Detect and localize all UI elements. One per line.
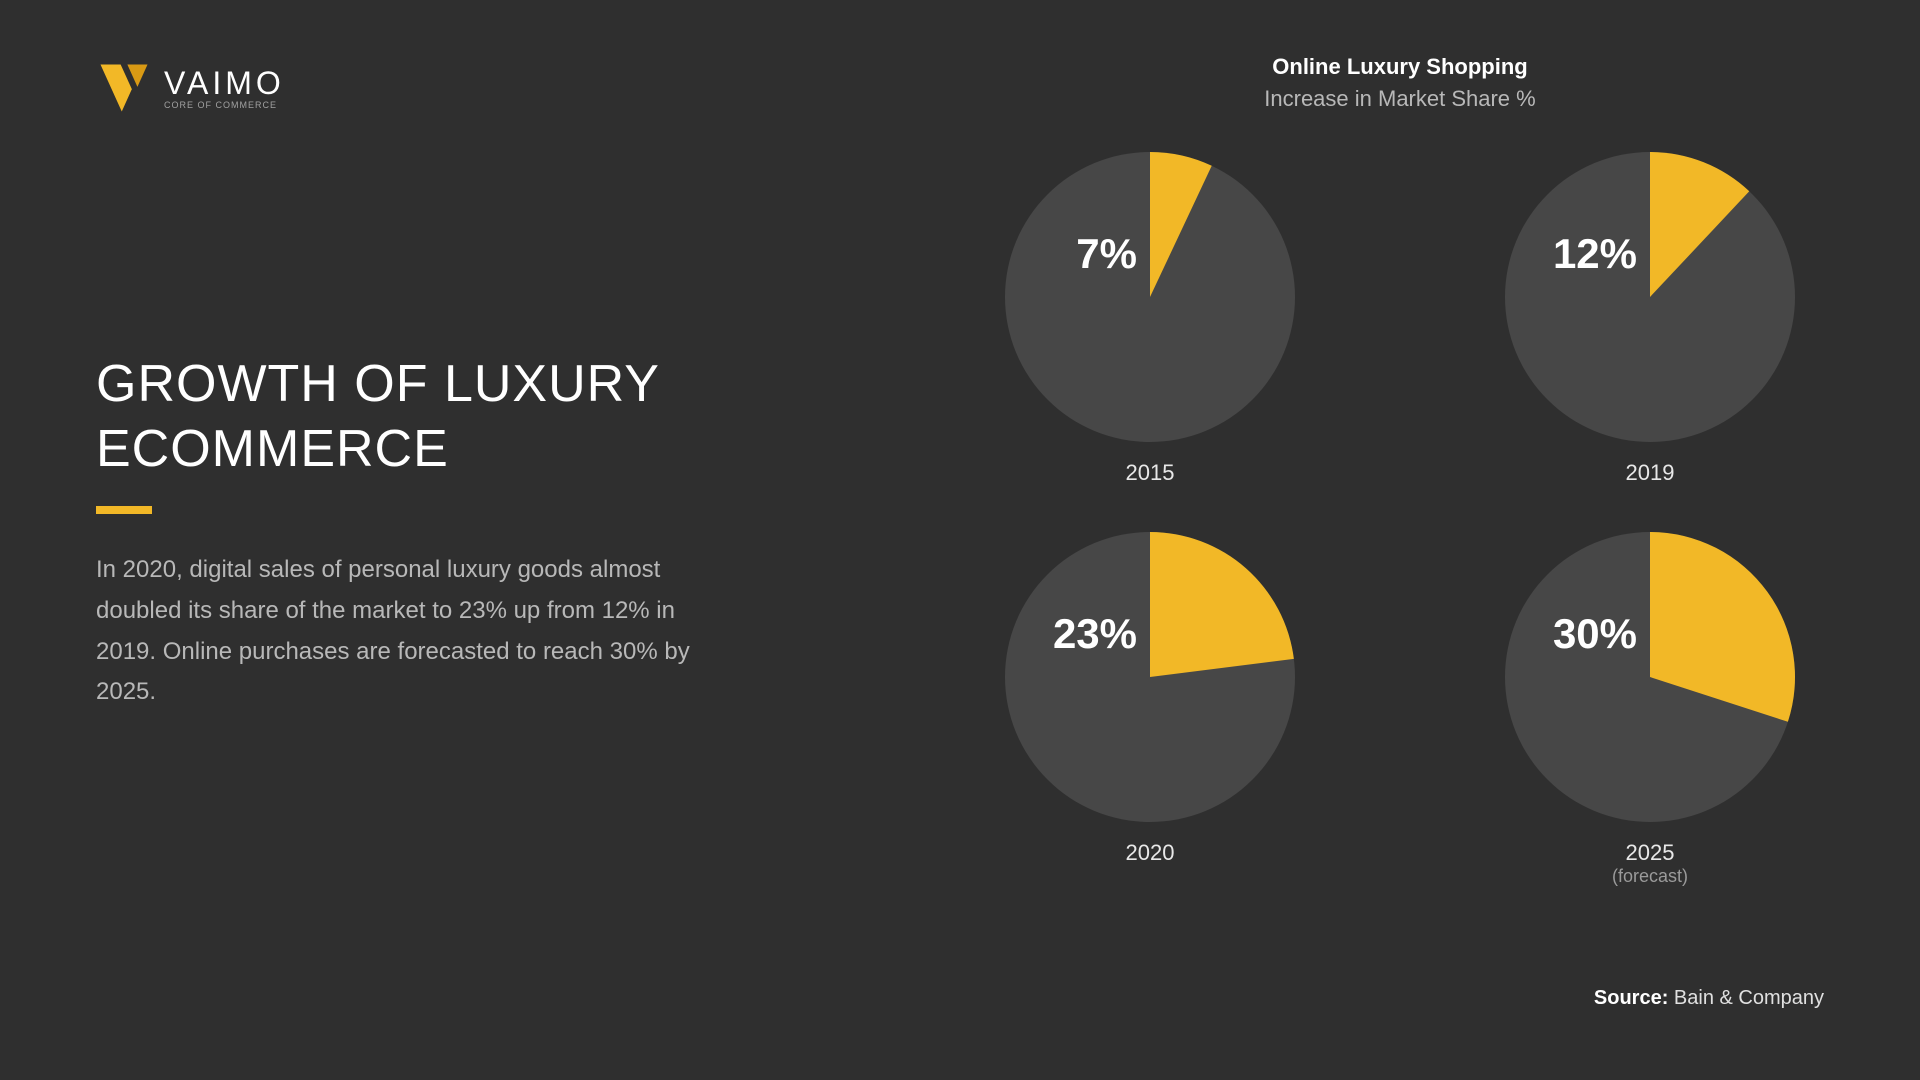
body-paragraph: In 2020, digital sales of personal luxur… bbox=[96, 550, 736, 713]
source-attribution: Source: Bain & Company bbox=[1594, 987, 1824, 1010]
pie-svg bbox=[1005, 532, 1295, 822]
pie-svg bbox=[1505, 152, 1795, 442]
main-text-block: GROWTH OF LUXURY ECOMMERCE In 2020, digi… bbox=[96, 352, 736, 713]
chart-title: Online Luxury Shopping bbox=[960, 54, 1840, 80]
logo-mark-icon bbox=[96, 60, 152, 116]
pie-chart: 7% bbox=[1005, 152, 1295, 442]
chart-subtitle: Increase in Market Share % bbox=[960, 86, 1840, 112]
pie-year-label: 2015 bbox=[1126, 460, 1175, 486]
pie-sublabel: (forecast) bbox=[1612, 866, 1688, 887]
pie-year-label: 2020 bbox=[1126, 840, 1175, 866]
source-name: Bain & Company bbox=[1674, 987, 1824, 1009]
pie-grid: 7% 2015 12% 2019 23% 2020 30% 2025(forecast) bbox=[960, 152, 1840, 887]
brand-logo: VAIMO CORE OF COMMERCE bbox=[96, 60, 285, 116]
logo-text: VAIMO CORE OF COMMERCE bbox=[164, 67, 285, 110]
pie-cell: 30% 2025(forecast) bbox=[1505, 532, 1795, 887]
pie-percent-label: 30% bbox=[1553, 610, 1637, 658]
pie-chart: 23% bbox=[1005, 532, 1295, 822]
source-prefix: Source: bbox=[1594, 987, 1668, 1009]
accent-bar bbox=[96, 506, 152, 514]
pie-cell: 23% 2020 bbox=[1005, 532, 1295, 887]
pie-cell: 7% 2015 bbox=[1005, 152, 1295, 486]
pie-slice bbox=[1150, 532, 1294, 677]
pie-percent-label: 7% bbox=[1076, 230, 1137, 278]
pie-svg bbox=[1505, 532, 1795, 822]
pie-svg bbox=[1005, 152, 1295, 442]
pie-year-label: 2025 bbox=[1626, 840, 1675, 866]
page-title: GROWTH OF LUXURY ECOMMERCE bbox=[96, 352, 736, 482]
pie-year-label: 2019 bbox=[1626, 460, 1675, 486]
chart-area: Online Luxury Shopping Increase in Marke… bbox=[960, 54, 1840, 887]
logo-name: VAIMO bbox=[164, 67, 285, 99]
pie-percent-label: 12% bbox=[1553, 230, 1637, 278]
pie-chart: 12% bbox=[1505, 152, 1795, 442]
logo-tagline: CORE OF COMMERCE bbox=[164, 101, 285, 110]
pie-chart: 30% bbox=[1505, 532, 1795, 822]
pie-percent-label: 23% bbox=[1053, 610, 1137, 658]
pie-cell: 12% 2019 bbox=[1505, 152, 1795, 486]
